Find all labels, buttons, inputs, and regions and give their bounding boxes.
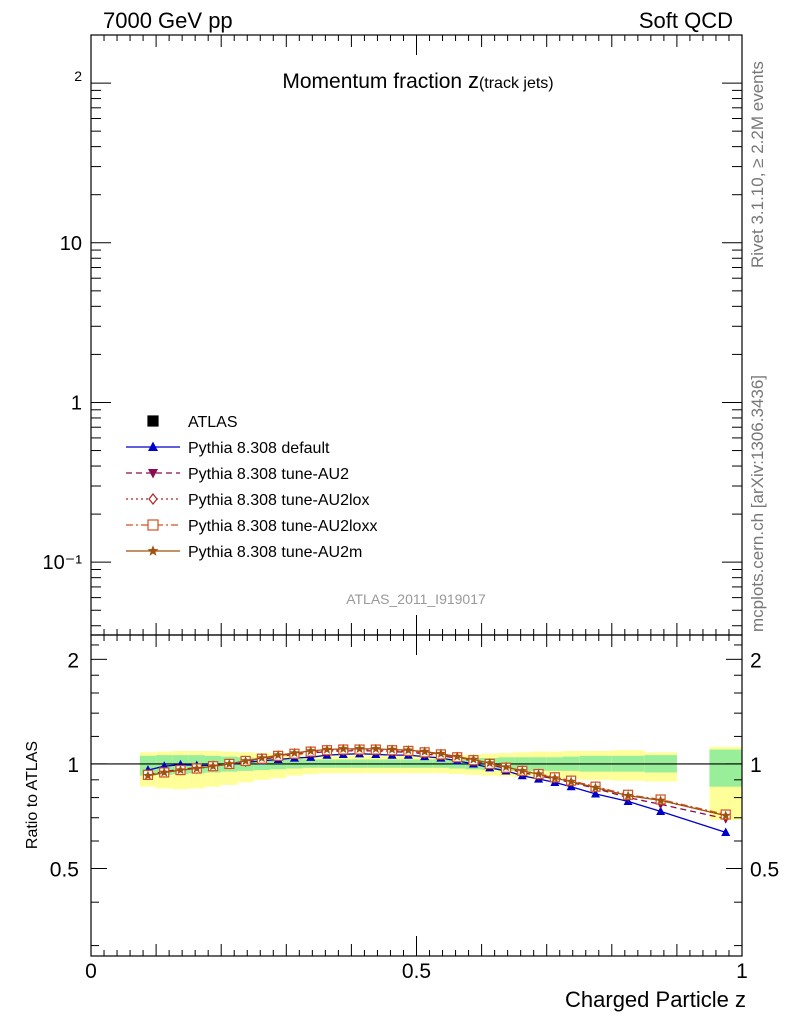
main-title-text: Momentum fraction <box>282 70 468 93</box>
main-title: Momentum fraction z(track jets) <box>282 68 553 93</box>
legend-entry: Pythia 8.308 default <box>126 440 330 457</box>
main-title-variable: z <box>468 68 479 93</box>
rivet-version-label: Rivet 3.1.10, ≥ 2.2M events <box>748 61 767 268</box>
x-tick-label: 0 <box>85 960 97 983</box>
legend-label: Pythia 8.308 tune-AU2m <box>188 544 362 561</box>
legend-entry: Pythia 8.308 tune-AU2m <box>126 544 362 561</box>
main-y-tick-label: 10 <box>60 233 82 255</box>
ratio-y-tick-label-left: 2 <box>67 649 79 672</box>
legend-marker <box>148 441 158 451</box>
ratio-data-point <box>549 773 560 783</box>
legend: ATLAS Pythia 8.308 default Pythia 8.308 tu… <box>126 414 377 561</box>
ratio-data-point <box>720 810 731 820</box>
legend-label: Pythia 8.308 tune-AU2loxx <box>188 518 377 535</box>
legend-label: ATLAS <box>188 414 238 431</box>
ratio-data-point <box>370 743 381 753</box>
main-y-tick-label: 10⁻¹ <box>43 552 83 574</box>
x-axis-label: Charged Particle z <box>565 987 746 1012</box>
ratio-data-point <box>721 827 731 837</box>
ratio-data-point <box>387 744 397 754</box>
main-y-tick-label: 2 <box>74 68 82 84</box>
legend-marker <box>148 469 158 479</box>
legend-entry: ATLAS <box>147 414 238 431</box>
ratio-data-point <box>354 743 365 753</box>
ratio-series-4 <box>143 743 731 820</box>
ratio-data-point <box>273 750 284 760</box>
header-category-label: Soft QCD <box>639 8 733 33</box>
ratio-data-point <box>419 746 430 756</box>
ratio-panel-frame <box>90 634 743 957</box>
ratio-data-point <box>257 752 267 763</box>
ratio-data-point <box>143 770 153 780</box>
ratio-y-tick-label-right: 0.5 <box>750 859 779 882</box>
ratio-data-point <box>590 782 601 792</box>
ratio-data-point <box>208 761 218 771</box>
main-panel: Momentum fraction z(track jets) 2 10 1 10⁻¹… <box>43 34 743 636</box>
ratio-data-point <box>436 748 446 758</box>
ratio-x-axis: 0 0.5 1 <box>85 35 748 983</box>
analysis-watermark: ATLAS_2011_I919017 <box>346 591 486 607</box>
ratio-y-tick-label-left: 0.5 <box>50 859 79 882</box>
ratio-data-point <box>305 745 316 756</box>
ratio-data-point <box>655 795 666 805</box>
ratio-data-point <box>289 747 300 758</box>
main-y-axis: 2 10 1 10⁻¹ <box>43 34 742 627</box>
ratio-y-tick-label-right: 1 <box>750 754 762 777</box>
ratio-data-point <box>452 751 463 761</box>
ratio-data-point <box>533 768 544 779</box>
ratio-y-tick-label-right: 2 <box>750 649 762 672</box>
legend-entry: Pythia 8.308 tune-AU2 <box>126 466 349 483</box>
ratio-panel: 2 21 10.5 0.5 0 0.5 1 Ratio to ATLAS Charged … <box>24 35 779 1012</box>
legend-entry: Pythia 8.308 tune-AU2loxx <box>126 518 377 535</box>
ratio-data-point <box>517 765 528 776</box>
ratio-data-point <box>224 758 235 769</box>
x-tick-label: 1 <box>736 960 748 983</box>
mcplots-reference-label: mcplots.cern.ch [arXiv:1306.3436] <box>748 374 767 632</box>
ratio-data-point <box>322 744 332 754</box>
ratio-data-point <box>484 758 495 768</box>
ratio-data-point <box>501 761 511 772</box>
ratio-data-point <box>403 745 414 755</box>
legend-marker <box>147 415 159 427</box>
ratio-y-tick-label-left: 1 <box>67 754 79 777</box>
ratio-data-point <box>338 743 349 753</box>
ratio-data-point <box>656 806 666 816</box>
ratio-data-point <box>159 767 170 777</box>
main-y-tick-label: 1 <box>71 392 82 414</box>
legend-label: Pythia 8.308 tune-AU2 <box>188 466 349 483</box>
ratio-y-axis-label: Ratio to ATLAS <box>24 741 41 849</box>
ratio-data-point <box>623 790 633 800</box>
stat-uncertainty-band <box>709 749 742 787</box>
ratio-data-point <box>468 754 479 764</box>
main-title-subscript: (track jets) <box>479 75 554 92</box>
header-energy-label: 7000 GeV pp <box>103 8 233 33</box>
ratio-data-point <box>566 776 576 786</box>
ratio-data-point <box>191 763 202 773</box>
legend-entry: Pythia 8.308 tune-AU2lox <box>126 492 369 509</box>
legend-marker <box>148 493 158 505</box>
legend-label: Pythia 8.308 tune-AU2lox <box>188 492 369 509</box>
legend-label: Pythia 8.308 default <box>188 440 330 457</box>
legend-marker <box>147 519 159 531</box>
ratio-series <box>142 743 731 837</box>
x-tick-label: 0.5 <box>402 960 431 983</box>
ratio-y-axis: 2 2 1 1 0.5 0.5 <box>50 644 779 947</box>
ratio-data-point <box>240 755 251 766</box>
legend-marker <box>147 545 159 556</box>
ratio-data-point <box>175 764 186 775</box>
